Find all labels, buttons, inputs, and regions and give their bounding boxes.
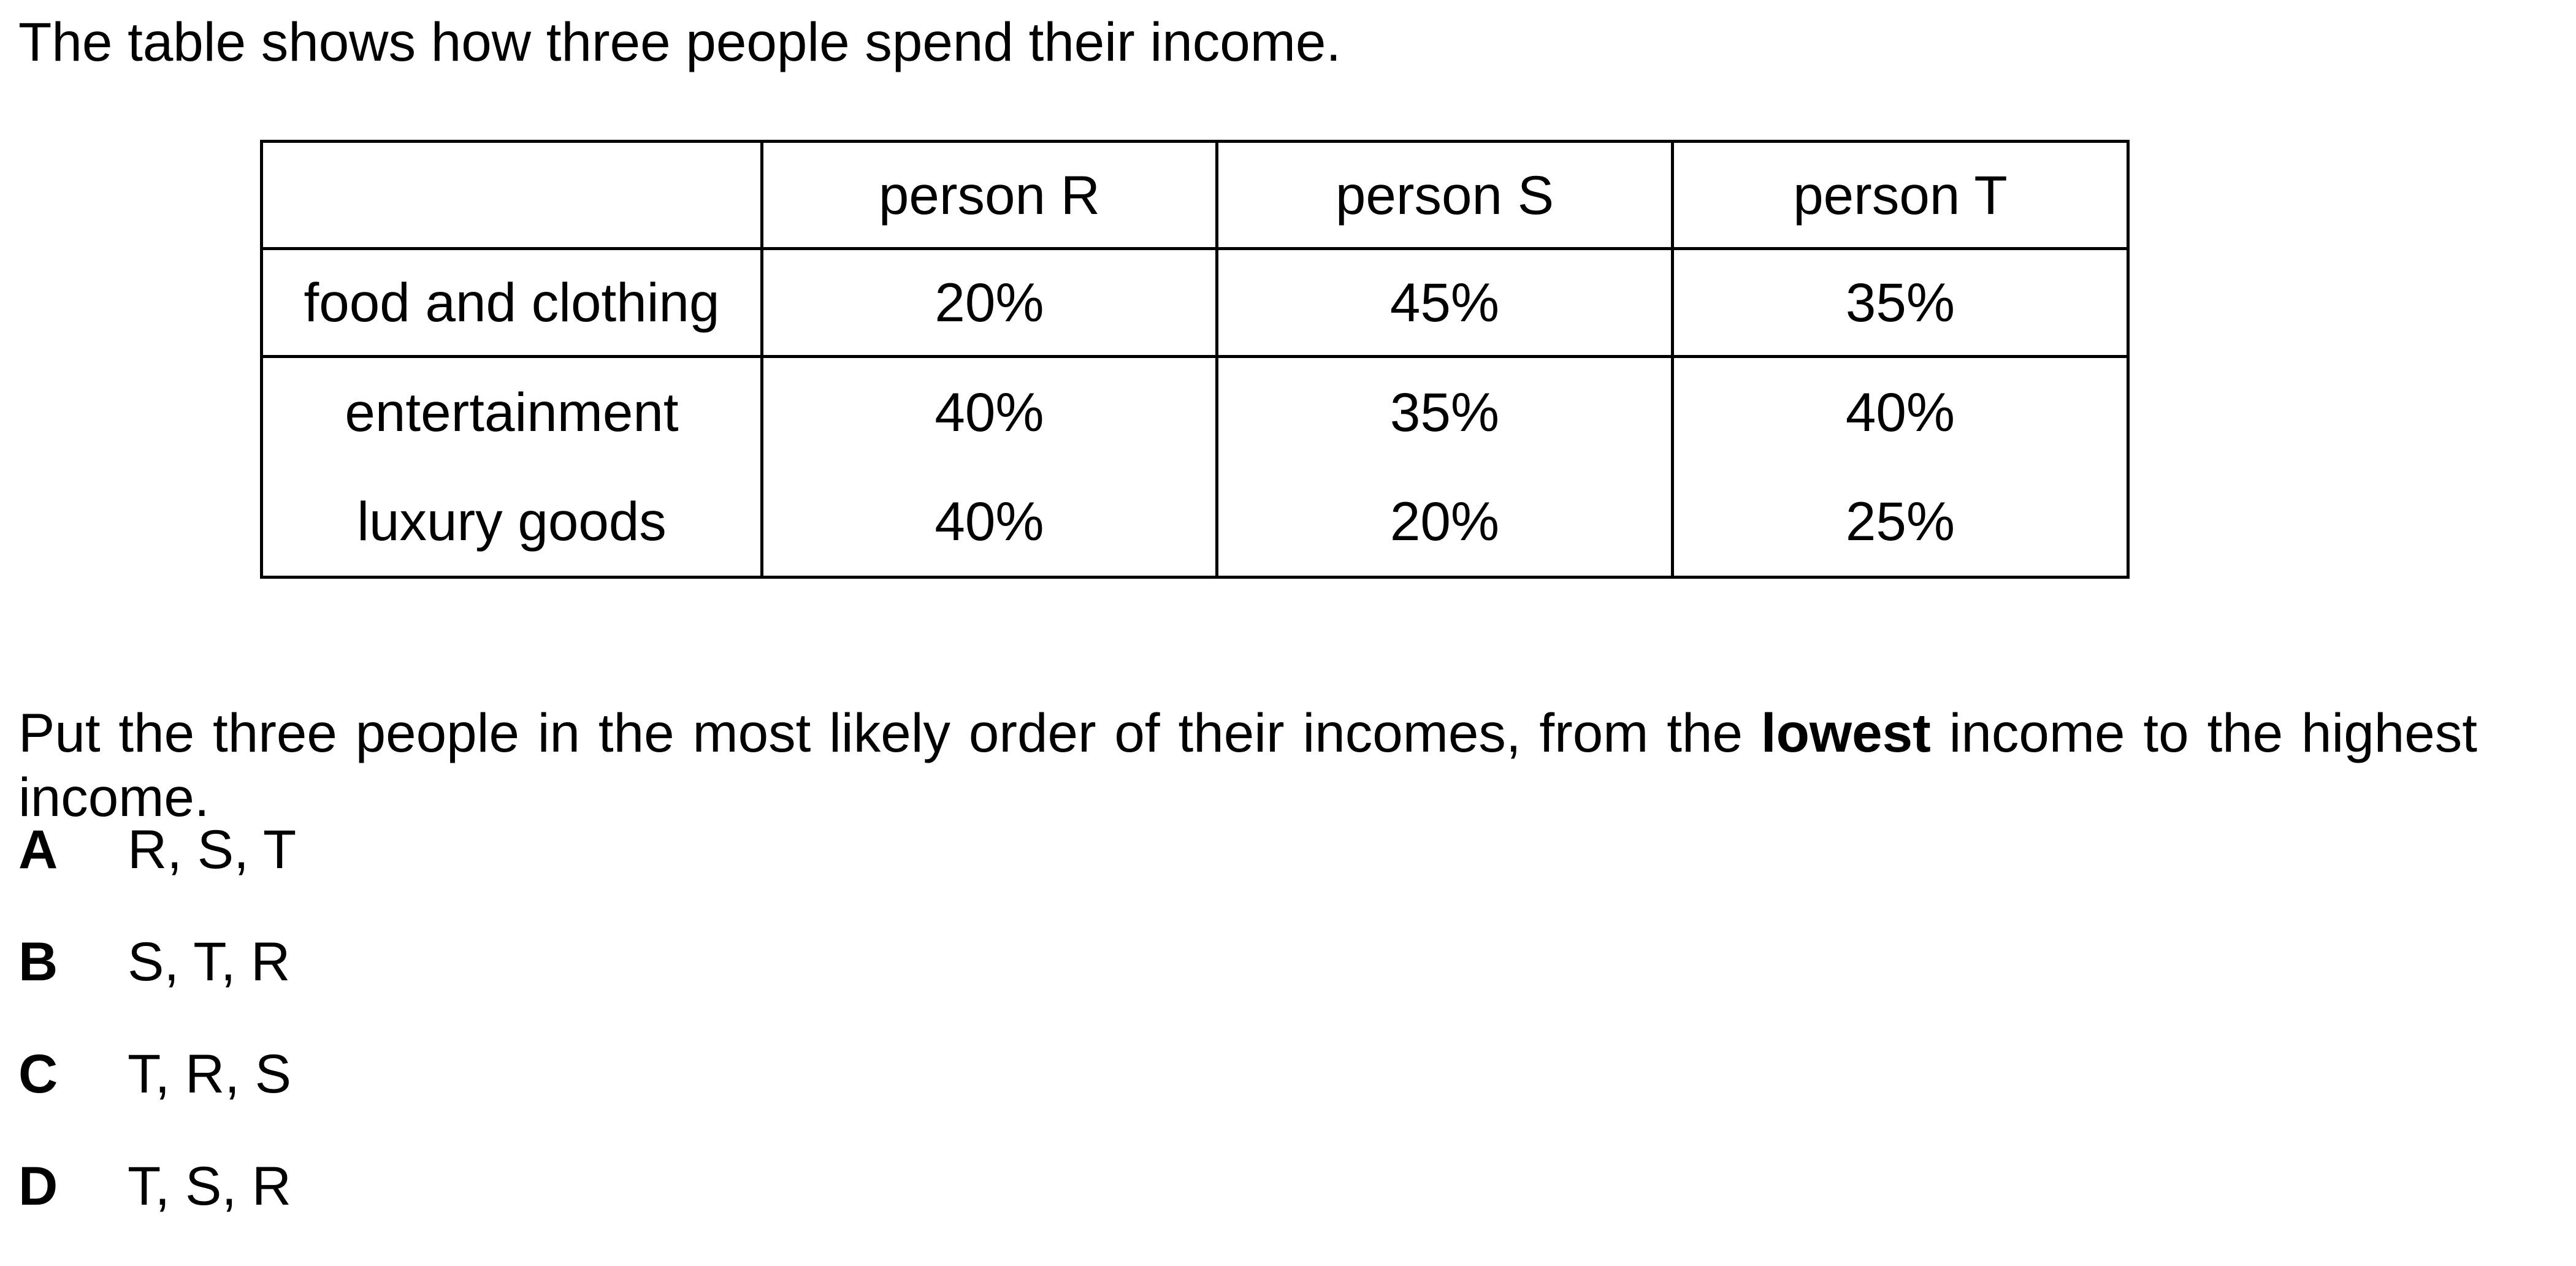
table-cell: 40% (1671, 356, 2128, 467)
table-cell: 20% (760, 248, 1217, 359)
row-label: luxury goods (260, 467, 762, 578)
header-cell-person-s: person S (1215, 141, 1673, 250)
option-text: T, S, R (128, 1155, 292, 1216)
question-text-end: income to the highest income. (18, 702, 2477, 828)
answer-options: A R, S, T B S, T, R C T, R, S D T, S, R (18, 817, 296, 1266)
row-label: entertainment (260, 356, 762, 467)
option-text: T, R, S (128, 1043, 292, 1104)
income-table: person R person S person T food and clot… (260, 140, 2130, 579)
table-cell: 40% (760, 467, 1217, 578)
option-a[interactable]: A R, S, T (18, 817, 296, 929)
question-text-start: Put the three people in the most likely … (18, 702, 1761, 763)
option-b[interactable]: B S, T, R (18, 929, 296, 1042)
header-cell-person-t: person T (1671, 141, 2128, 250)
question-emphasis: lowest (1760, 702, 1931, 763)
row-label: food and clothing (260, 248, 762, 359)
table-cell: 25% (1671, 467, 2128, 578)
table-cell: 35% (1671, 248, 2128, 359)
table-cell: 45% (1215, 248, 1673, 359)
option-letter: D (18, 1155, 58, 1216)
table-cell: 35% (1215, 356, 1673, 467)
header-cell-person-r: person R (760, 141, 1217, 250)
option-letter: C (18, 1043, 58, 1104)
option-text: R, S, T (128, 818, 297, 880)
table-cell: 40% (760, 356, 1217, 467)
intro-text: The table shows how three people spend t… (18, 11, 1342, 72)
table-row: entertainment 40% 35% 40% (260, 356, 2128, 467)
option-c[interactable]: C T, R, S (18, 1042, 296, 1154)
table-row: food and clothing 20% 45% 35% (260, 248, 2128, 359)
table-row: luxury goods 40% 20% 25% (260, 467, 2128, 578)
header-cell-empty (260, 141, 762, 250)
option-text: S, T, R (128, 931, 291, 992)
question-text: Put the three people in the most likely … (18, 701, 2477, 829)
option-d[interactable]: D T, S, R (18, 1154, 296, 1266)
table-header-row: person R person S person T (260, 141, 2128, 250)
option-letter: B (18, 931, 58, 992)
table-cell: 20% (1215, 467, 1673, 578)
option-letter: A (18, 818, 58, 880)
